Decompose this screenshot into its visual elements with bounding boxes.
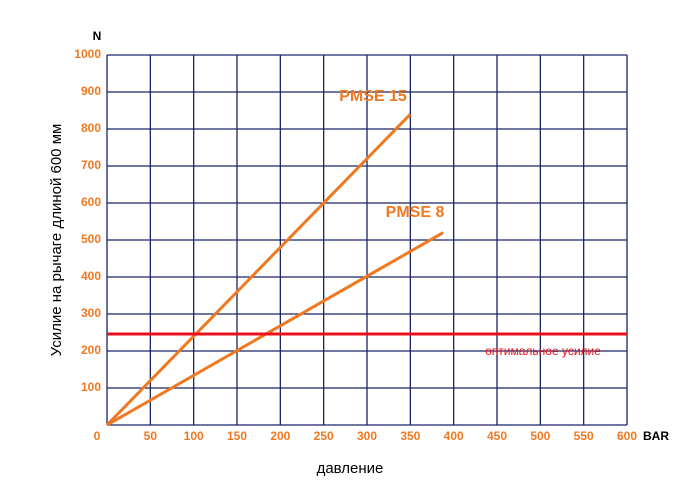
- y-tick-label: 500: [81, 232, 101, 246]
- y-axis-title: Усилие на рычаге длиной 600 мм: [48, 124, 65, 357]
- x-tick-label: 450: [487, 429, 507, 443]
- x-tick-label: 350: [400, 429, 420, 443]
- y-tick-label: 300: [81, 306, 101, 320]
- x-tick-label: 150: [227, 429, 247, 443]
- series-label: оптимальное усилие: [485, 344, 601, 358]
- series-label: PMSE 15: [339, 88, 407, 105]
- series-line: [106, 231, 445, 427]
- x-tick-label: 0: [94, 429, 101, 443]
- y-tick-label: 900: [81, 84, 101, 98]
- y-tick-label: 600: [81, 195, 101, 209]
- x-unit: BAR: [643, 429, 669, 443]
- x-axis-title: давление: [317, 460, 384, 477]
- x-tick-label: 600: [617, 429, 637, 443]
- x-tick-label: 50: [144, 429, 158, 443]
- x-tick-label: 550: [574, 429, 594, 443]
- y-tick-label: 100: [81, 380, 101, 394]
- y-tick-label: 1000: [74, 47, 101, 61]
- y-tick-label: 700: [81, 158, 101, 172]
- y-tick-label: 200: [81, 343, 101, 357]
- x-tick-label: 400: [444, 429, 464, 443]
- y-tick-label: 400: [81, 269, 101, 283]
- series-line: [105, 113, 412, 427]
- series-label: PMSE 8: [386, 204, 445, 221]
- x-tick-label: 300: [357, 429, 377, 443]
- x-tick-label: 500: [530, 429, 550, 443]
- x-tick-label: 200: [270, 429, 290, 443]
- x-tick-label: 250: [314, 429, 334, 443]
- y-tick-label: 800: [81, 121, 101, 135]
- y-unit: N: [93, 29, 102, 43]
- x-tick-label: 100: [184, 429, 204, 443]
